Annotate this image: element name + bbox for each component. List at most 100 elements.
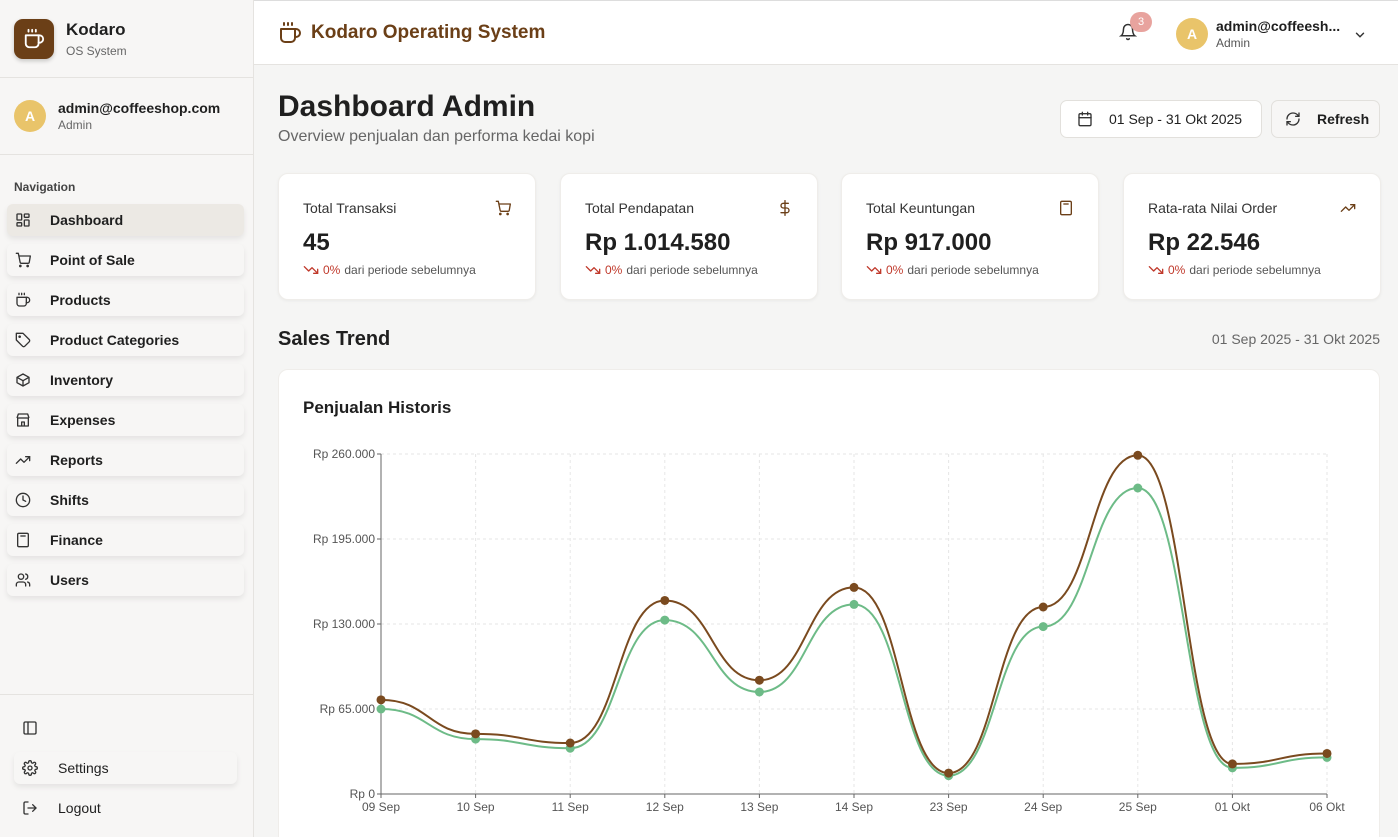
data-point bbox=[471, 729, 481, 739]
line-chart: Rp 0 Rp 65.000 Rp 130.000 Rp 195.000 Rp 260.… bbox=[313, 447, 1345, 814]
y-tick-label: Rp 195.000 bbox=[313, 532, 375, 546]
stat-change-percent: 0% bbox=[323, 263, 341, 277]
box-icon bbox=[15, 372, 31, 388]
users-icon bbox=[15, 572, 31, 588]
sidebar-item-label: Expenses bbox=[50, 412, 116, 428]
header-user-email: admin@coffeesh... bbox=[1216, 18, 1341, 34]
stat-title: Total Pendapatan bbox=[585, 200, 694, 216]
stat-value: Rp 917.000 bbox=[866, 229, 992, 256]
x-tick-label: 10 Sep bbox=[457, 800, 495, 814]
x-tick-label: 14 Sep bbox=[835, 800, 873, 814]
sidebar-item-label: Dashboard bbox=[50, 212, 124, 228]
clock-icon bbox=[15, 492, 31, 508]
sidebar: Kodaro OS System A admin@coffeeshop.com … bbox=[0, 0, 254, 837]
stat-change-text: dari periode sebelumnya bbox=[626, 263, 758, 277]
calculator-icon bbox=[1058, 200, 1074, 221]
data-point bbox=[660, 615, 670, 625]
data-point bbox=[565, 738, 575, 748]
dollar-icon bbox=[777, 200, 793, 221]
stat-value: 45 bbox=[303, 229, 330, 256]
data-point bbox=[1038, 602, 1048, 612]
sidebar-user[interactable]: A admin@coffeeshop.com Admin bbox=[0, 78, 253, 155]
bell-icon[interactable] bbox=[1118, 23, 1138, 46]
brand-name: Kodaro bbox=[66, 19, 126, 39]
coffee-icon bbox=[15, 292, 31, 308]
section-title: Sales Trend bbox=[278, 328, 391, 350]
data-point bbox=[1133, 483, 1143, 493]
x-tick-label: 24 Sep bbox=[1024, 800, 1062, 814]
top-header: Kodaro Operating System 3 A admin@coffee… bbox=[254, 0, 1398, 65]
dashboard-icon bbox=[15, 212, 31, 228]
stat-change: 0% dari periode sebelumnya bbox=[1148, 263, 1321, 277]
y-tick-label: Rp 130.000 bbox=[313, 617, 375, 631]
data-point bbox=[849, 582, 859, 592]
avatar: A bbox=[14, 100, 46, 132]
page-subtitle: Overview penjualan dan performa kedai ko… bbox=[278, 128, 595, 145]
settings-button[interactable]: Settings bbox=[14, 752, 237, 784]
sidebar-item-finance[interactable]: Finance bbox=[7, 524, 244, 556]
stat-card-total-keuntungan: Total Keuntungan Rp 917.000 0% dari peri… bbox=[841, 173, 1099, 300]
date-range-label: 01 Sep - 31 Okt 2025 bbox=[1109, 111, 1243, 127]
sidebar-item-product-categories[interactable]: Product Categories bbox=[7, 324, 244, 356]
logout-button[interactable]: Logout bbox=[14, 792, 237, 824]
page-title: Dashboard Admin bbox=[278, 90, 536, 123]
cart-icon bbox=[15, 252, 31, 268]
sidebar-item-products[interactable]: Products bbox=[7, 284, 244, 316]
data-point bbox=[1133, 450, 1143, 460]
chevron-down-icon[interactable] bbox=[1353, 28, 1367, 47]
sidebar-toggle-icon[interactable] bbox=[22, 720, 38, 741]
sidebar-item-inventory[interactable]: Inventory bbox=[7, 364, 244, 396]
refresh-icon bbox=[1286, 112, 1300, 126]
data-point bbox=[944, 768, 954, 778]
brand-subtitle: OS System bbox=[66, 43, 127, 58]
data-point bbox=[849, 599, 859, 609]
sidebar-item-label: Finance bbox=[50, 532, 103, 548]
sidebar-item-shifts[interactable]: Shifts bbox=[7, 484, 244, 516]
stat-title: Total Keuntungan bbox=[866, 200, 975, 216]
brand: Kodaro OS System bbox=[0, 0, 253, 78]
x-tick-label: 11 Sep bbox=[552, 800, 589, 814]
sales-chart-card: Penjualan Historis Rp 0 Rp 65.000 Rp 130.0… bbox=[278, 369, 1380, 837]
sidebar-item-reports[interactable]: Reports bbox=[7, 444, 244, 476]
data-point bbox=[1227, 759, 1237, 769]
sidebar-user-email: admin@coffeeshop.com bbox=[58, 100, 221, 116]
date-range-button[interactable]: 01 Sep - 31 Okt 2025 bbox=[1060, 100, 1262, 138]
avatar: A bbox=[1176, 18, 1208, 50]
sidebar-item-dashboard[interactable]: Dashboard bbox=[7, 204, 244, 236]
stat-card-total-pendapatan: Total Pendapatan Rp 1.014.580 0% dari pe… bbox=[560, 173, 818, 300]
trending-down-icon bbox=[866, 266, 882, 275]
data-point bbox=[1322, 748, 1332, 758]
y-tick-label: Rp 65.000 bbox=[320, 702, 376, 716]
stat-change-text: dari periode sebelumnya bbox=[344, 263, 476, 277]
refresh-button[interactable]: Refresh bbox=[1271, 100, 1380, 138]
coffee-logo-icon bbox=[14, 18, 54, 59]
stat-change-percent: 0% bbox=[605, 263, 623, 277]
stat-title: Total Transaksi bbox=[303, 200, 397, 216]
stat-title: Rata-rata Nilai Order bbox=[1148, 200, 1278, 216]
stat-change-text: dari periode sebelumnya bbox=[907, 263, 1039, 277]
header-user-menu[interactable]: A admin@coffeesh... Admin bbox=[1176, 18, 1344, 50]
tag-icon bbox=[15, 332, 31, 348]
stat-change-text: dari periode sebelumnya bbox=[1189, 263, 1321, 277]
notification-badge: 3 bbox=[1130, 12, 1152, 32]
sidebar-item-expenses[interactable]: Expenses bbox=[7, 404, 244, 436]
sidebar-item-label: Reports bbox=[50, 452, 103, 468]
data-point bbox=[660, 595, 670, 605]
x-tick-label: 25 Sep bbox=[1119, 800, 1157, 814]
trending-down-icon bbox=[585, 266, 601, 275]
data-point bbox=[754, 687, 764, 697]
header-user-role: Admin bbox=[1216, 36, 1251, 50]
sidebar-item-label: Point of Sale bbox=[50, 252, 135, 268]
header-title: Kodaro Operating System bbox=[278, 21, 545, 45]
sidebar-item-users[interactable]: Users bbox=[7, 564, 244, 596]
app-title: Kodaro Operating System bbox=[311, 22, 546, 43]
stat-change: 0% dari periode sebelumnya bbox=[866, 263, 1039, 277]
stat-change-percent: 0% bbox=[886, 263, 904, 277]
y-tick-label: Rp 260.000 bbox=[313, 447, 375, 461]
section-date-range: 01 Sep 2025 - 31 Okt 2025 bbox=[1211, 331, 1380, 347]
data-point bbox=[376, 704, 386, 714]
y-tick-label: Rp 0 bbox=[350, 787, 376, 801]
stat-change: 0% dari periode sebelumnya bbox=[585, 263, 758, 277]
sidebar-item-label: Inventory bbox=[50, 372, 114, 388]
sidebar-item-point-of-sale[interactable]: Point of Sale bbox=[7, 244, 244, 276]
